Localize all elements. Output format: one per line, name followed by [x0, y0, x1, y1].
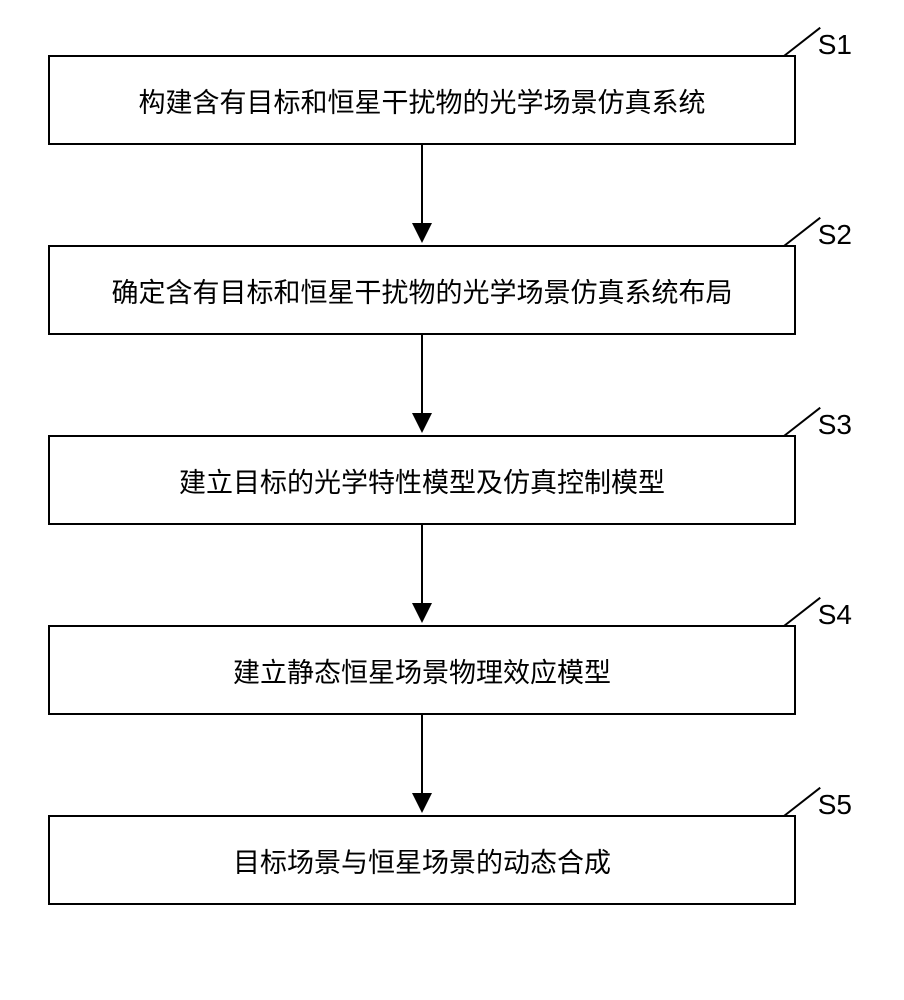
arrow-head — [412, 793, 432, 813]
step-label: S5 — [818, 789, 852, 821]
step-container-1: 构建含有目标和恒星干扰物的光学场景仿真系统 S1 — [48, 55, 856, 145]
arrow-2 — [48, 335, 796, 435]
step-container-5: 目标场景与恒星场景的动态合成 S5 — [48, 815, 856, 905]
step-text: 构建含有目标和恒星干扰物的光学场景仿真系统 — [139, 81, 706, 120]
step-box-1: 构建含有目标和恒星干扰物的光学场景仿真系统 S1 — [48, 55, 796, 145]
step-box-2: 确定含有目标和恒星干扰物的光学场景仿真系统布局 S2 — [48, 245, 796, 335]
flowchart-container: 构建含有目标和恒星干扰物的光学场景仿真系统 S1 确定含有目标和恒星干扰物的光学… — [48, 55, 856, 905]
arrow-4 — [48, 715, 796, 815]
step-text: 目标场景与恒星场景的动态合成 — [233, 841, 611, 880]
step-container-2: 确定含有目标和恒星干扰物的光学场景仿真系统布局 S2 — [48, 245, 856, 335]
step-box-5: 目标场景与恒星场景的动态合成 S5 — [48, 815, 796, 905]
arrow-1 — [48, 145, 796, 245]
arrow-line — [421, 335, 423, 413]
step-label: S2 — [818, 219, 852, 251]
step-text: 建立静态恒星场景物理效应模型 — [233, 651, 611, 690]
step-container-3: 建立目标的光学特性模型及仿真控制模型 S3 — [48, 435, 856, 525]
step-text: 确定含有目标和恒星干扰物的光学场景仿真系统布局 — [112, 271, 733, 310]
step-text: 建立目标的光学特性模型及仿真控制模型 — [179, 461, 665, 500]
arrow-head — [412, 603, 432, 623]
step-label: S4 — [818, 599, 852, 631]
step-label: S1 — [818, 29, 852, 61]
step-box-4: 建立静态恒星场景物理效应模型 S4 — [48, 625, 796, 715]
arrow-head — [412, 413, 432, 433]
step-label: S3 — [818, 409, 852, 441]
arrow-head — [412, 223, 432, 243]
arrow-3 — [48, 525, 796, 625]
step-container-4: 建立静态恒星场景物理效应模型 S4 — [48, 625, 856, 715]
arrow-line — [421, 525, 423, 603]
step-box-3: 建立目标的光学特性模型及仿真控制模型 S3 — [48, 435, 796, 525]
label-connector — [783, 27, 820, 57]
arrow-line — [421, 145, 423, 223]
arrow-line — [421, 715, 423, 793]
